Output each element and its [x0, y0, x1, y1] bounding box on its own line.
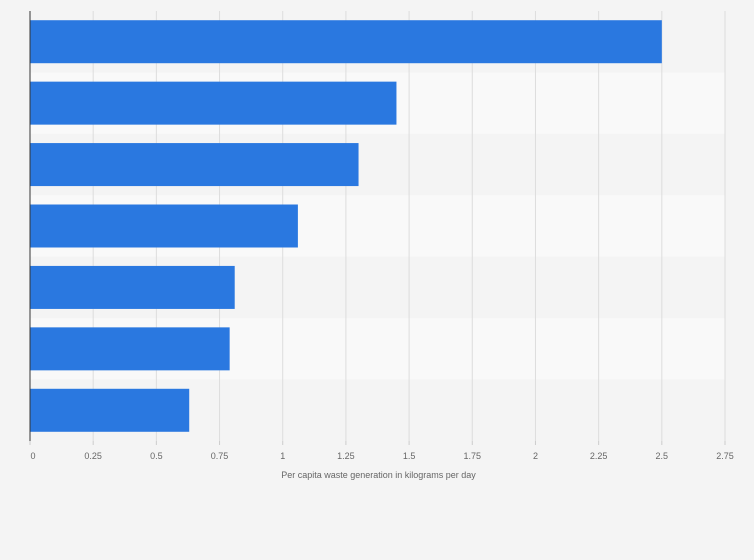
x-tick-label: 2.75	[716, 451, 734, 461]
x-tick-label: 1.25	[337, 451, 355, 461]
bar	[30, 20, 662, 64]
bar	[30, 204, 298, 248]
bar	[30, 265, 235, 309]
bars	[30, 20, 662, 432]
bar	[30, 143, 359, 187]
x-tick-label: 0.25	[84, 451, 102, 461]
x-tick-label: 2.25	[590, 451, 608, 461]
x-tick-label: 0.75	[211, 451, 229, 461]
x-tick-label: 2.5	[656, 451, 669, 461]
bar	[30, 327, 230, 371]
x-axis-ticks: 0 0.25 0.5 0.75 1 1.25 1.5 1.75 2 2.25 2.5 2.75	[29, 441, 734, 461]
x-tick-label: 0.5	[150, 451, 163, 461]
x-tick-label: 1.75	[464, 451, 482, 461]
x-tick-label: 1	[280, 451, 285, 461]
x-tick-label: 0	[30, 451, 35, 461]
bar	[30, 81, 397, 125]
x-tick-label: 2	[533, 451, 538, 461]
x-axis-title: Per capita waste generation in kilograms…	[281, 470, 476, 480]
x-tick-label: 1.5	[403, 451, 416, 461]
bar	[30, 388, 190, 432]
